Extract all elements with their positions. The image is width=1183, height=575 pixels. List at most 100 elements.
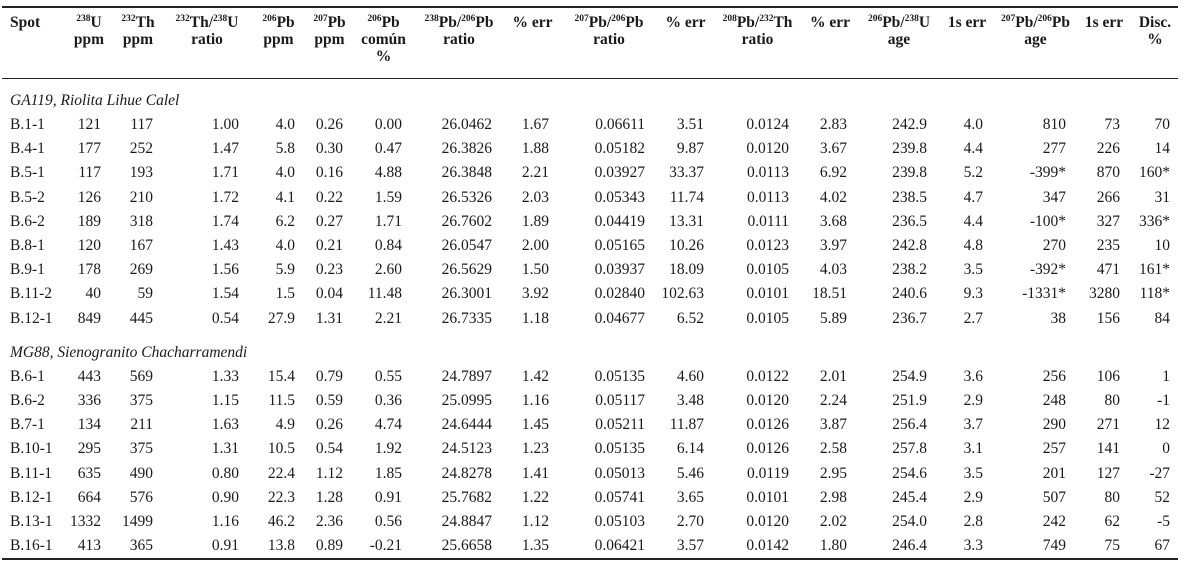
value-cell: 4.8 [963,237,983,255]
header-line: % err [657,14,714,31]
value-cell: 4.1 [275,188,295,206]
table-row: B.5-2 126 210 1.72 4.1 0.22 1.59 26.5326 2.03 0.0… [2,186,1178,210]
value-cell: 1499 [122,512,153,530]
value-cell: 0.91 [163,534,251,561]
value-cell: 0.0124 [746,116,789,134]
value-cell: 106 [1096,367,1120,385]
value-cell: 1.12 [521,512,549,530]
value-cell: 238.2 [892,261,927,279]
value-cell: 26.3848 [441,164,492,182]
value-cell: 1.28 [315,488,343,506]
value-cell: 11.5 [268,391,295,409]
spot-cell: B.6-2 [10,391,45,409]
value-cell: 2.9 [963,488,983,506]
table-row: B.11-1 635 490 0.80 22.4 1.12 1.85 24.8278 1.41 0… [2,461,1178,485]
value-cell: 810 [1042,116,1066,134]
header-line: 207Pb/206Pb [561,14,657,31]
value-cell: 236.7 [892,309,927,327]
header-text: Th [135,14,155,31]
header-text: Spot [10,14,41,31]
value-cell: 0.0122 [746,367,789,385]
value-cell: 73 [1104,116,1121,134]
value-cell: 266 [1096,188,1120,206]
table-row: B.16-1 413 365 0.91 13.8 0.89 -0.21 25.6658 1.35… [2,534,1178,561]
value-cell: 25.7682 [441,488,492,506]
isotope-superscript: 207 [1001,14,1016,24]
value-cell: 1.15 [211,391,239,409]
value-cell: 117 [78,164,101,182]
column-header: 1s err [939,6,995,79]
value-cell: 10.26 [669,237,704,255]
value-cell: 1.23 [521,440,549,458]
table-row: B.4-1 177 252 1.47 5.8 0.30 0.47 26.3826 1.88 0.0… [2,137,1178,161]
header-text: Pb/ [882,14,905,31]
value-cell: 2.21 [374,309,402,327]
value-cell: 0.0101 [746,488,789,506]
header-text: % err [665,14,706,31]
value-cell: -1331* [1022,285,1066,303]
value-cell: 0.23 [315,261,343,279]
value-cell: -392* [1029,261,1066,279]
header-subline: % [375,48,392,65]
value-cell: 3.65 [676,488,704,506]
value-cell: 24.8847 [441,512,492,530]
value-cell: 3.68 [819,212,847,230]
value-cell: 26.7335 [441,309,492,327]
value-cell: 246.4 [859,534,939,561]
table-row: B.11-2 40 59 1.54 1.5 0.04 11.48 26.3001 3.92 0.0… [2,282,1178,306]
table-row: B.12-1 664 576 0.90 22.3 1.28 0.91 25.7682 1.22 0… [2,486,1178,510]
value-cell: 0.05135 [594,367,645,385]
value-cell: 664 [77,488,101,506]
spot-cell: B.12-1 [10,488,53,506]
value-cell: 0.05013 [594,464,645,482]
value-cell: 0.03927 [594,164,645,182]
value-cell: 2.83 [819,116,847,134]
value-cell: 0.05117 [595,391,645,409]
value-cell: 156 [1096,309,1120,327]
header-text: 1s err [947,14,987,31]
value-cell: 2.70 [676,512,704,530]
table-row: B.13-1 1332 1499 1.16 46.2 2.36 0.56 24.8847 1.1… [2,510,1178,534]
value-cell: 25.0995 [441,391,492,409]
value-cell: 2.95 [819,464,847,482]
value-cell: 4.0 [275,164,295,182]
header-line: 238U [65,14,113,31]
value-cell: 24.8278 [441,464,492,482]
value-cell: 1.72 [211,188,239,206]
value-cell: -1 [1157,391,1170,409]
value-cell: 1.50 [521,261,549,279]
value-cell: 0.27 [315,212,343,230]
value-cell: 117 [130,116,153,134]
value-cell: 3.6 [963,367,983,385]
value-cell: 3.67 [819,140,847,158]
column-header: % err [657,6,714,79]
value-cell: 1.67 [521,116,549,134]
value-cell: 1.41 [521,464,549,482]
value-cell: 161* [1139,261,1170,279]
column-header: 206Pb/238U age [859,6,939,79]
value-cell: 2.01 [819,367,847,385]
value-cell: 254.6 [892,464,927,482]
value-cell: 3.97 [819,237,847,255]
value-cell: 4.7 [963,188,983,206]
value-cell: 11.74 [669,188,704,206]
value-cell: 3.1 [963,440,983,458]
value-cell: 3.57 [657,534,714,561]
value-cell: 3.5 [963,261,983,279]
value-cell: 62 [1104,512,1121,530]
spot-cell: B.7-1 [10,416,45,434]
value-cell: 59 [137,285,154,303]
spot-cell: B.6-1 [10,367,45,385]
value-cell: 2.9 [963,391,983,409]
value-cell: 0.0113 [746,188,789,206]
value-cell: 1.92 [374,440,402,458]
value-cell: 18.09 [669,261,704,279]
value-cell: 336 [77,391,101,409]
value-cell: 1.00 [211,116,239,134]
header-text: U [227,14,239,31]
value-cell: 9.3 [963,285,983,303]
value-cell: 10.5 [267,440,295,458]
value-cell: 5.2 [963,164,983,182]
value-cell: 13.31 [669,212,704,230]
value-cell: 26.0547 [441,237,492,255]
